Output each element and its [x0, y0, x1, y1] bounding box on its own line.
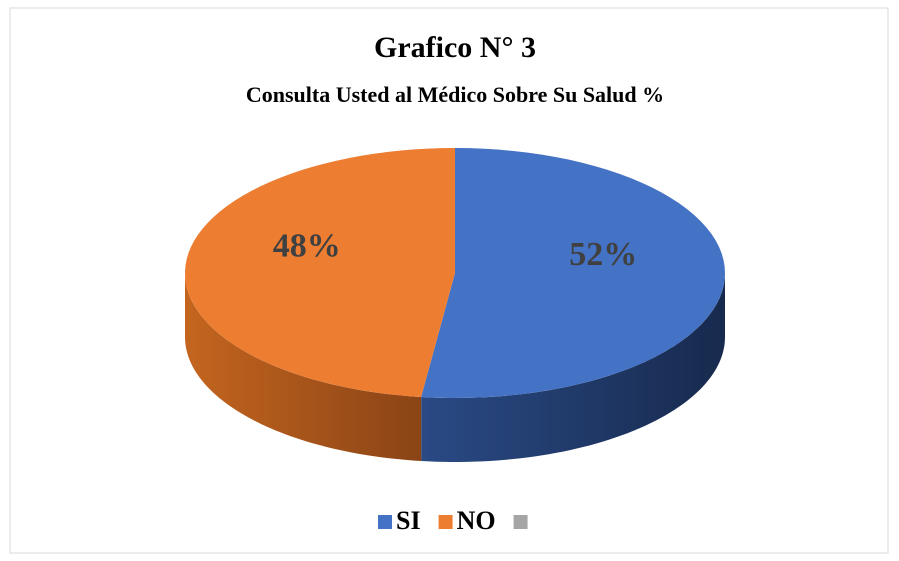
- pie-side: [185, 273, 422, 462]
- legend-swatch: [513, 515, 528, 529]
- data-label: 48%: [273, 227, 341, 264]
- pie-slice: [421, 148, 725, 398]
- pie-slice: [185, 148, 456, 398]
- chart-title: Grafico N° 3: [374, 31, 536, 64]
- legend-swatch: [378, 515, 392, 529]
- chart-subtitle: Consulta Usted al Médico Sobre Su Salud …: [246, 82, 664, 107]
- legend-label: NO: [457, 506, 496, 535]
- legend-swatch: [438, 515, 453, 529]
- pie-side: [421, 273, 725, 462]
- data-label: 52%: [569, 236, 637, 273]
- legend-label: SI: [396, 506, 421, 535]
